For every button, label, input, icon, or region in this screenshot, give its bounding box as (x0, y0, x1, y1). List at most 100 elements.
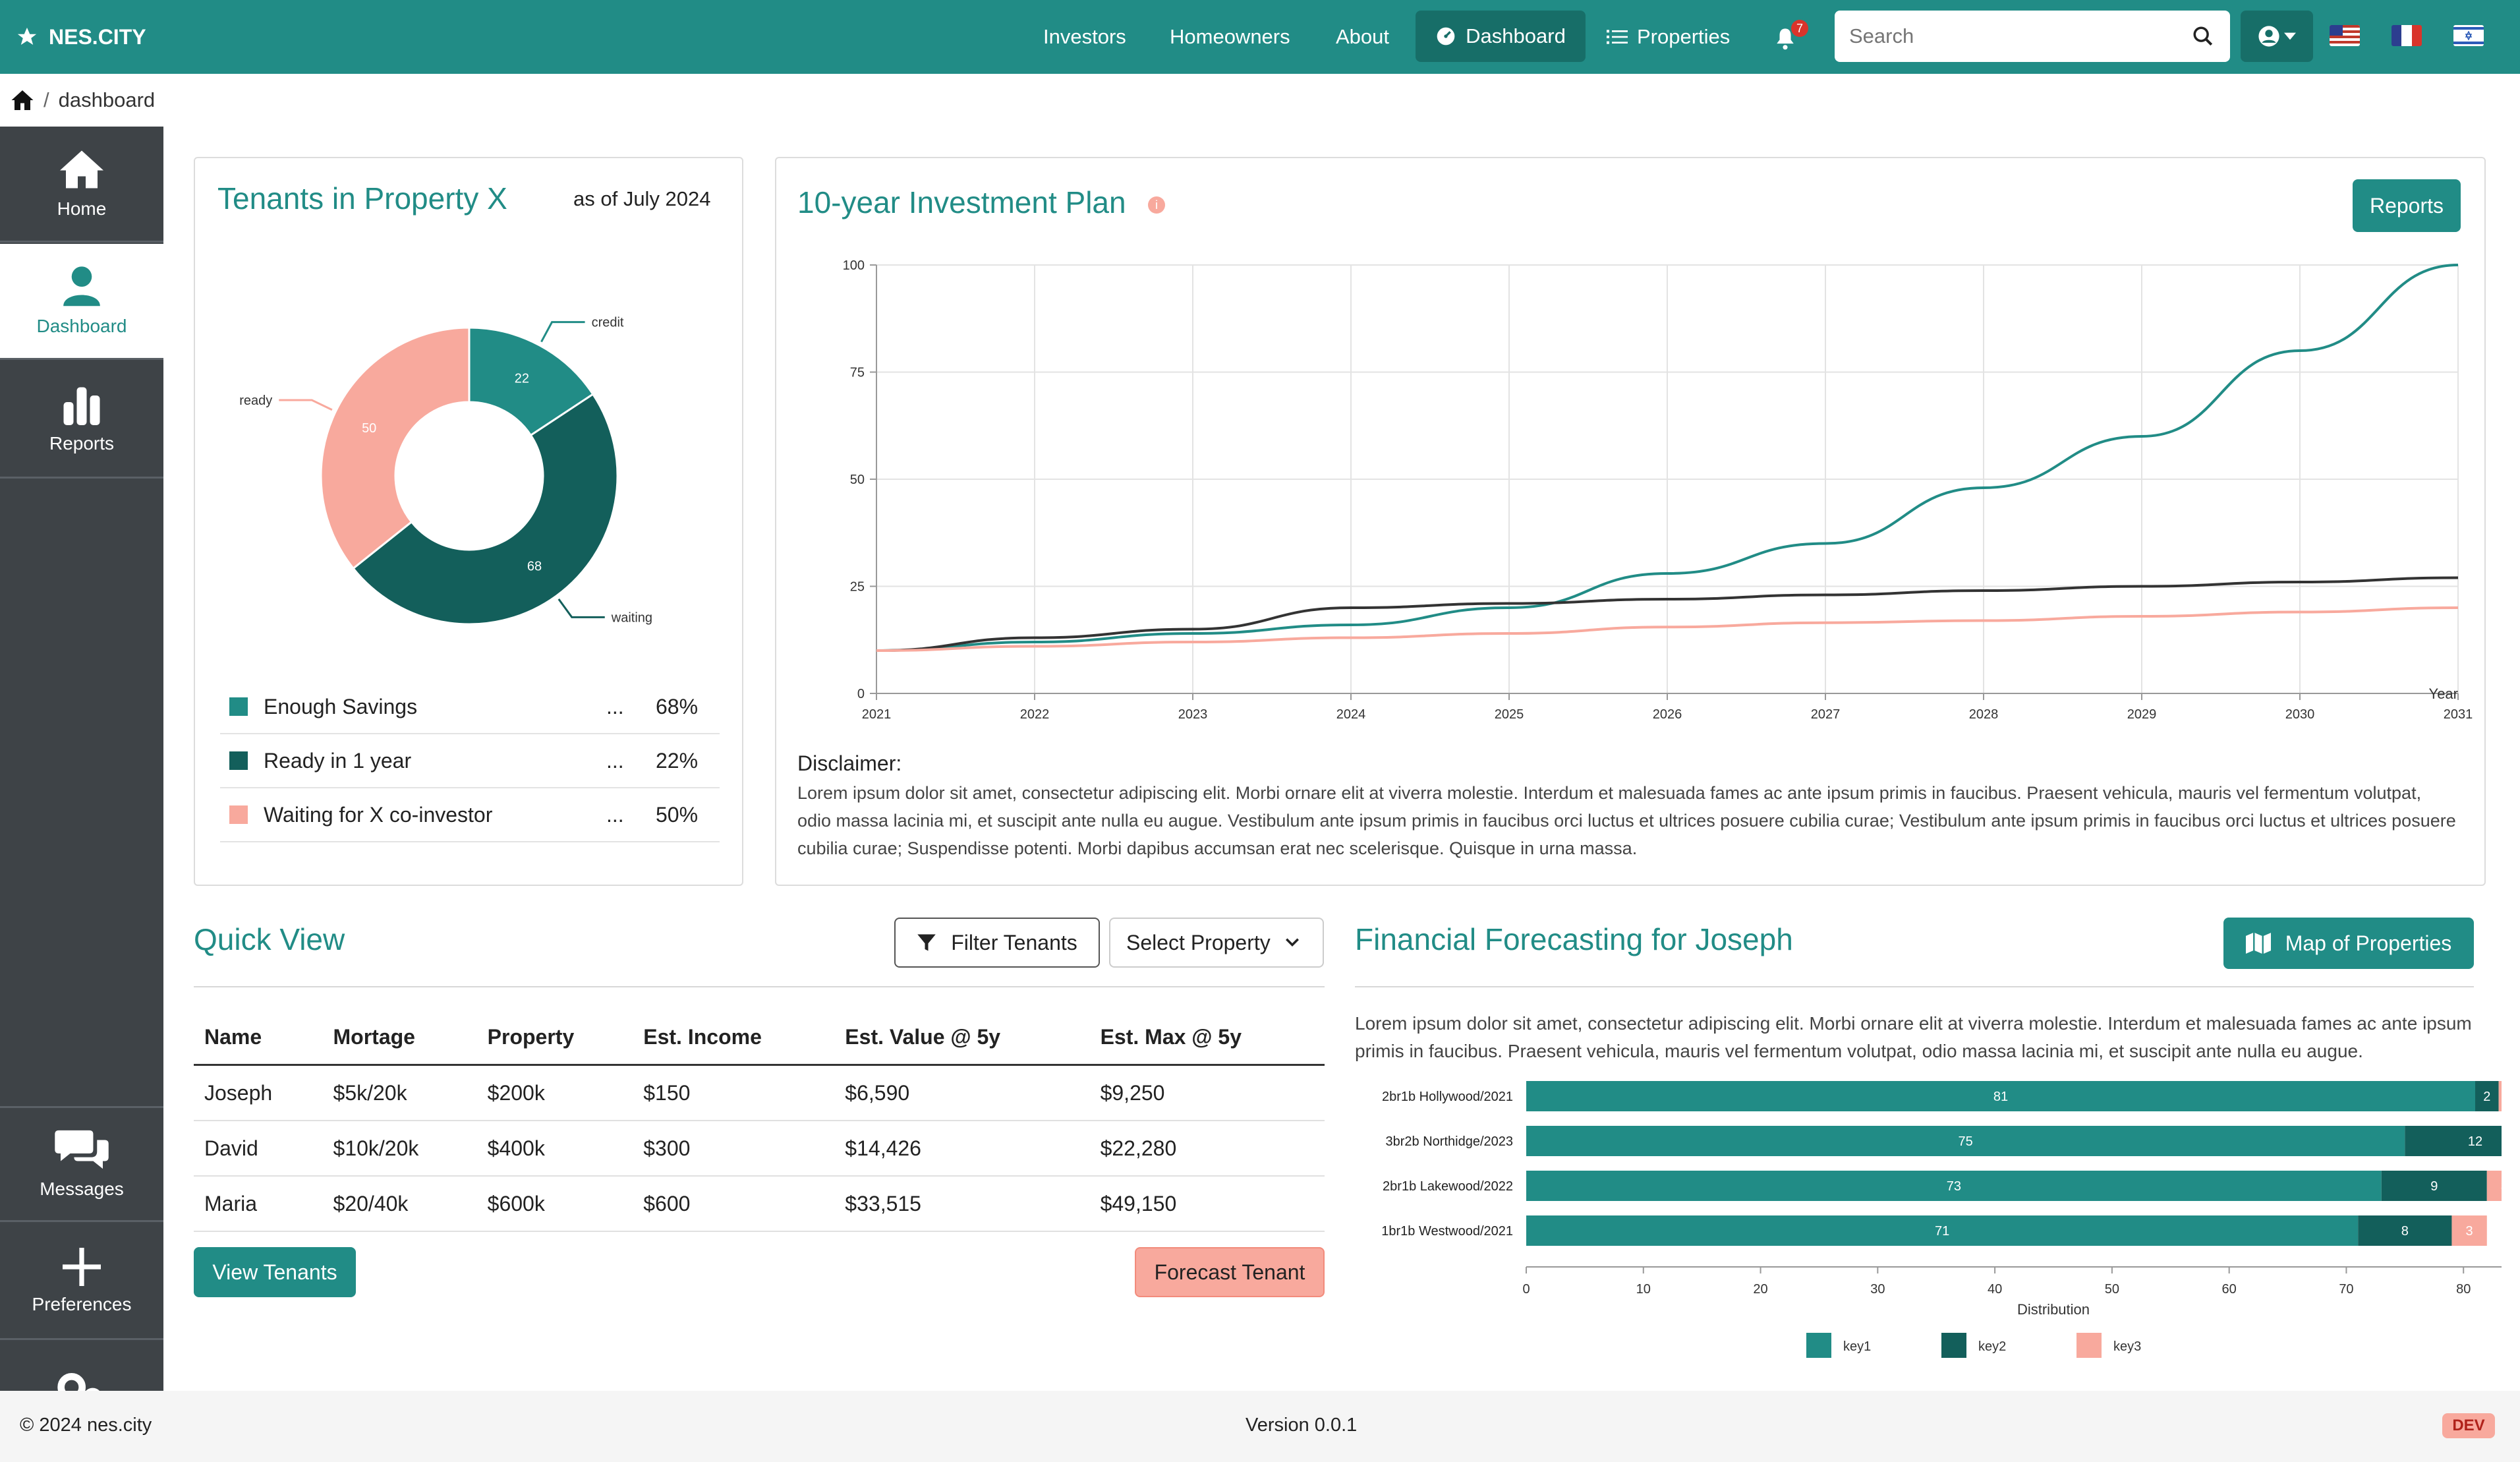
plus-icon (63, 1247, 101, 1286)
brand-name: NES.CITY (49, 24, 146, 49)
leader-line (540, 321, 585, 343)
x-tick-label: 2026 (1653, 707, 1682, 722)
sidebar-item-reports[interactable]: Reports (0, 363, 163, 479)
home-icon[interactable] (11, 89, 34, 111)
bar-value-label: 3 (2466, 1224, 2473, 1239)
select-property-dropdown[interactable]: Select Property (1109, 918, 1324, 968)
nav-dashboard[interactable]: Dashboard (1416, 11, 1586, 62)
table-cell: $600k (476, 1176, 633, 1232)
map-of-properties-button[interactable]: Map of Properties (2223, 918, 2474, 969)
flag-il-icon[interactable] (2453, 25, 2484, 46)
bar-segment-key1 (1526, 1081, 2475, 1111)
sidebar-item-messages[interactable]: Messages (0, 1106, 163, 1222)
sidebar-item-home[interactable]: Home (0, 127, 163, 243)
table-cell: Joseph (194, 1065, 323, 1121)
x-tick-label: 2025 (1495, 707, 1524, 722)
filter-tenants-button[interactable]: Filter Tenants (894, 918, 1100, 968)
bar-value-label: 8 (2401, 1224, 2409, 1239)
legend-swatch-key3 (2076, 1333, 2102, 1358)
x-tick-label: 80 (2456, 1282, 2471, 1297)
disclaimer-title: Disclaimer: (797, 751, 902, 775)
table-row[interactable]: David $10k/20k $400k $300 $14,426 $22,28… (194, 1121, 1325, 1177)
slice-value-label: 50 (362, 421, 376, 436)
bar-value-label: 3 (2501, 1179, 2502, 1194)
legend-value: 50% (656, 802, 699, 827)
sidebar-item-label: Home (57, 198, 107, 219)
bar-chart-icon (63, 387, 100, 425)
slice-name-label: waiting (611, 610, 652, 625)
series-line-2 (876, 576, 2459, 652)
table-cell: $150 (633, 1065, 835, 1121)
column-header: Est. Value @ 5y (834, 1010, 1090, 1066)
info-icon[interactable]: i (1148, 196, 1165, 214)
nav-investors[interactable]: Investors (1043, 25, 1126, 48)
settings-icon[interactable] (54, 1366, 107, 1391)
category-label: 2br1b Hollywood/2021 (1382, 1090, 1513, 1104)
footer (0, 1391, 2520, 1462)
notifications-button[interactable]: 7 (1774, 20, 1808, 57)
x-tick-label: 2024 (1336, 707, 1366, 722)
column-header: Name (194, 1010, 323, 1066)
flag-fr-icon[interactable] (2391, 25, 2422, 46)
forecast-title: Financial Forecasting for Joseph (1355, 922, 1793, 956)
table-cell: $10k/20k (322, 1121, 477, 1177)
search-icon[interactable] (2192, 25, 2214, 47)
investment-line-chart: 0 25 50 75 100 2021 2022 2023 2024 2025 2026 2027 20… (843, 258, 2473, 722)
reports-button[interactable]: Reports (2353, 179, 2461, 232)
search-box (1835, 11, 2230, 62)
view-tenants-button[interactable]: View Tenants (194, 1247, 356, 1297)
column-header: Est. Max @ 5y (1089, 1010, 1325, 1066)
select-property-label: Select Property (1126, 930, 1271, 954)
bar-value-label: 9 (2430, 1179, 2438, 1194)
quick-view-title: Quick View (194, 922, 345, 956)
y-tick-label: 0 (857, 687, 865, 701)
flag-us-icon[interactable] (2330, 25, 2360, 46)
breadcrumb-current: dashboard (58, 88, 156, 111)
legend-swatch-key2 (1941, 1333, 1966, 1358)
nav-properties[interactable]: Properties (1607, 0, 1730, 74)
legend-row-ready-1-year: Ready in 1 year ... 22% (220, 734, 720, 788)
table-cell: $49,150 (1089, 1176, 1325, 1232)
nav-homeowners[interactable]: Homeowners (1170, 25, 1290, 48)
sidebar-item-dashboard[interactable]: Dashboard (0, 244, 163, 360)
table-cell: $22,280 (1089, 1121, 1325, 1177)
user-menu-button[interactable] (2241, 11, 2313, 62)
legend-swatch-key1 (1806, 1333, 1831, 1358)
leader-line (279, 399, 333, 411)
series-line-3 (876, 606, 2459, 652)
x-tick-label: 2031 (2444, 707, 2473, 722)
x-tick-label: 10 (1636, 1282, 1651, 1297)
brand-logo[interactable]: NES.CITY (16, 0, 146, 74)
table-row[interactable]: Maria $20/40k $600k $600 $33,515 $49,150 (194, 1176, 1325, 1232)
x-tick-label: 2023 (1178, 707, 1208, 722)
nav-about[interactable]: About (1336, 25, 1390, 48)
map-icon (2245, 933, 2271, 954)
table-cell: $6,590 (834, 1065, 1090, 1121)
x-tick-label: 2022 (1020, 707, 1050, 722)
table-cell: Maria (194, 1176, 323, 1232)
quick-view-table: Name Mortage Property Est. Income Est. V… (194, 1010, 1325, 1232)
star-icon (17, 27, 37, 45)
forecast-text: Lorem ipsum dolor sit amet, consectetur … (1355, 1013, 2472, 1061)
disclaimer-text: Lorem ipsum dolor sit amet, consectetur … (797, 783, 2456, 858)
bar-segment-key2 (2358, 1215, 2452, 1246)
user-icon (63, 266, 100, 306)
nav-dashboard-label: Dashboard (1466, 24, 1566, 47)
bell-icon (1777, 28, 1794, 50)
sidebar-item-preferences[interactable]: Preferences (0, 1224, 163, 1340)
table-cell: $9,250 (1089, 1065, 1325, 1121)
donut-slice-credit (468, 326, 594, 437)
slice-name-label: ready (239, 394, 272, 408)
bar-value-label: 81 (1993, 1090, 2008, 1104)
legend-value: 22% (656, 748, 699, 773)
sidebar-item-label: Dashboard (36, 315, 127, 336)
donut-slice-waiting (351, 392, 619, 626)
table-cell: David (194, 1121, 323, 1177)
category-label: 3br2b Northidge/2023 (1386, 1134, 1513, 1149)
table-row[interactable]: Joseph $5k/20k $200k $150 $6,590 $9,250 (194, 1065, 1325, 1121)
series-line-1 (876, 264, 2459, 652)
caret-down-icon (2284, 32, 2296, 40)
search-input[interactable] (1848, 24, 2167, 49)
env-badge: DEV (2442, 1413, 2495, 1438)
forecast-tenant-button[interactable]: Forecast Tenant (1135, 1247, 1325, 1297)
